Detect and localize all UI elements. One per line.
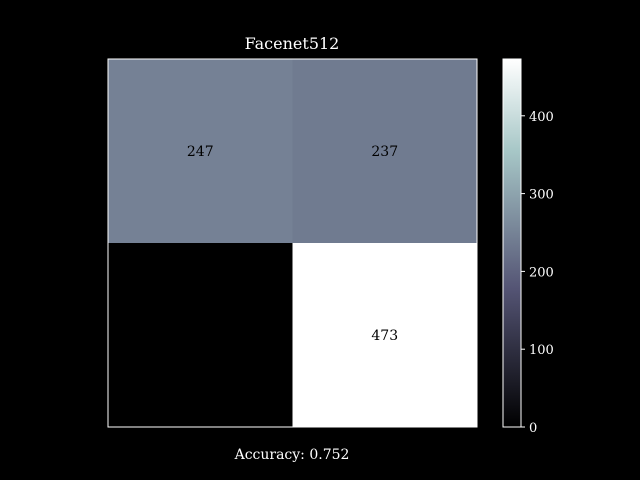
accuracy-label: Accuracy: 0.752 bbox=[234, 447, 350, 463]
colorbar: 0 100 200 300 400 bbox=[502, 58, 554, 436]
heatmap-cell-value: 237 bbox=[371, 144, 398, 160]
heatmap-cell-labels: 247 237 0 473 bbox=[187, 144, 398, 344]
colorbar-tick-label: 300 bbox=[529, 188, 554, 203]
heatmap-cell bbox=[108, 243, 293, 428]
heatmap-cell bbox=[292, 59, 478, 244]
heatmap-cell-value: 473 bbox=[371, 328, 398, 344]
colorbar-gradient bbox=[503, 59, 521, 427]
heatmap-frame bbox=[107, 58, 478, 428]
colorbar-tick-label: 0 bbox=[529, 421, 537, 436]
colorbar-tick-label: 400 bbox=[529, 110, 554, 125]
colorbar-ticks: 0 100 200 300 400 bbox=[521, 110, 554, 436]
heatmap-cell-value: 247 bbox=[187, 144, 214, 160]
heatmap-cell bbox=[108, 59, 293, 244]
colorbar-tick-label: 200 bbox=[529, 265, 554, 280]
colorbar-tick-label: 100 bbox=[529, 343, 554, 358]
colorbar-frame bbox=[502, 58, 522, 428]
chart-title: Facenet512 bbox=[245, 34, 340, 53]
heatmap-cell bbox=[292, 243, 478, 428]
heatmap-cell-value: 0 bbox=[196, 328, 205, 344]
heatmap-cells bbox=[108, 59, 478, 428]
